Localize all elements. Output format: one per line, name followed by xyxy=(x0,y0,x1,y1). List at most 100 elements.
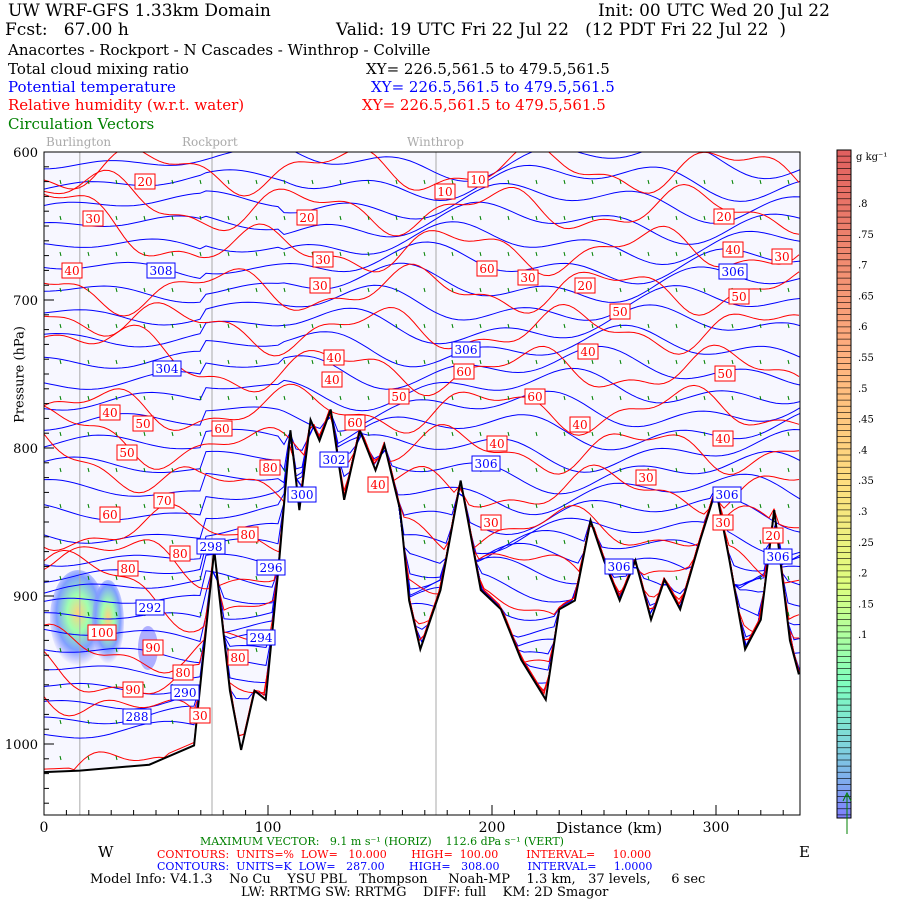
max-vector-info: MAXIMUM VECTOR: 9.1 m s⁻¹ (HORIZ) 112.6 … xyxy=(200,835,564,848)
circulation-vector xyxy=(479,395,482,401)
circulation-vector xyxy=(87,611,90,617)
circulation-vector xyxy=(423,251,426,257)
circulation-vector xyxy=(479,323,482,329)
contour-label-box xyxy=(712,430,734,447)
circulation-vector xyxy=(619,359,622,365)
circulation-vector xyxy=(255,323,258,329)
contour-label-box xyxy=(453,363,475,380)
contour-label: 298 xyxy=(200,540,223,554)
circulation-vector xyxy=(591,215,594,221)
contour-label: 300 xyxy=(291,488,314,502)
circulation-vector xyxy=(423,215,426,221)
contour-label-box xyxy=(61,262,83,279)
circulation-vector xyxy=(591,395,594,401)
circulation-vector xyxy=(507,215,510,221)
circulation-vector xyxy=(255,395,258,401)
contour-label-box xyxy=(476,260,498,277)
colorbar-label: .1 xyxy=(858,630,868,641)
circulation-vector xyxy=(227,251,230,257)
circulation-vector xyxy=(563,359,566,365)
contour-label-box xyxy=(153,492,175,509)
contour-label: 20 xyxy=(765,529,780,543)
circulation-vector xyxy=(171,575,174,581)
circulation-vector xyxy=(199,431,202,437)
circulation-vector xyxy=(283,395,286,401)
colorbar xyxy=(836,149,852,819)
circulation-vector xyxy=(535,647,538,653)
circulation-vector xyxy=(115,647,118,653)
theta-contour xyxy=(44,324,800,369)
circulation-vector xyxy=(479,503,482,509)
circulation-vector xyxy=(787,575,790,581)
contour-label-box xyxy=(712,514,734,531)
theta-contour xyxy=(44,304,800,348)
circulation-vector xyxy=(787,215,790,221)
contour-label: 90 xyxy=(145,641,160,655)
circulation-vector xyxy=(619,215,622,221)
circulation-vector xyxy=(115,323,118,329)
circulation-vector xyxy=(535,575,538,581)
circulation-vector xyxy=(227,215,230,221)
contour-label-box xyxy=(227,649,249,666)
circulation-vector xyxy=(87,539,90,545)
circulation-vector xyxy=(675,431,678,437)
circulation-vector xyxy=(59,287,62,293)
circulation-vector xyxy=(787,431,790,437)
contour-label-box xyxy=(134,173,156,190)
figure-title: UW WRF-GFS 1.33km Domain xyxy=(8,1,271,21)
circulation-vector xyxy=(535,287,538,293)
circulation-vector xyxy=(87,179,90,185)
circulation-vector xyxy=(479,359,482,365)
circulation-vector xyxy=(787,179,790,185)
circulation-vector xyxy=(255,215,258,221)
contour-label: 306 xyxy=(455,343,478,357)
circulation-vector xyxy=(703,323,706,329)
theta-contour xyxy=(44,415,800,594)
contour-label-box xyxy=(486,435,508,452)
y-tick-label: 1000 xyxy=(5,738,38,753)
circulation-vector xyxy=(143,683,146,689)
circulation-vector xyxy=(647,575,650,581)
circulation-vector xyxy=(199,287,202,293)
circulation-vector xyxy=(507,575,510,581)
field-cloud-name: Total cloud mixing ratio xyxy=(8,60,189,78)
route-label: Anacortes - Rockport - N Cascades - Wint… xyxy=(8,41,431,59)
contour-label-box xyxy=(718,263,748,280)
circulation-vector xyxy=(171,719,174,725)
circulation-vector xyxy=(227,323,230,329)
contour-label: 30 xyxy=(312,279,327,293)
contour-label-box xyxy=(434,183,456,200)
rh-contour xyxy=(44,409,800,771)
contour-label: 304 xyxy=(156,362,179,376)
y-tick-label: 800 xyxy=(13,442,38,457)
circulation-vector xyxy=(451,251,454,257)
circulation-vector xyxy=(423,503,426,509)
circulation-vector xyxy=(479,287,482,293)
circulation-vector xyxy=(647,503,650,509)
colorbar-label: .75 xyxy=(858,230,874,241)
rh-contour xyxy=(44,324,800,397)
contour-label-box xyxy=(517,269,539,286)
circulation-vector xyxy=(227,359,230,365)
east-label: E xyxy=(799,843,810,861)
circulation-vector xyxy=(339,215,342,221)
colorbar-units: g kg⁻¹ xyxy=(856,152,887,163)
circulation-vector xyxy=(339,179,342,185)
circulation-vector xyxy=(647,287,650,293)
circulation-vector xyxy=(759,287,762,293)
contour-label: 40 xyxy=(370,478,385,492)
circulation-vector xyxy=(451,215,454,221)
circulation-vector xyxy=(59,179,62,185)
circulation-vector xyxy=(423,575,426,581)
contour-label-box xyxy=(82,210,104,227)
contour-label-box xyxy=(728,288,750,305)
contour-label-box xyxy=(467,171,489,188)
contour-label-box xyxy=(237,526,259,543)
theta-contour xyxy=(44,415,800,521)
contour-label-box xyxy=(713,208,735,225)
x-tick-label: 200 xyxy=(479,820,506,836)
field-cloud-xy: XY= 226.5,561.5 to 479.5,561.5 xyxy=(366,60,610,78)
contour-label: 50 xyxy=(731,290,746,304)
contour-label: 40 xyxy=(572,418,587,432)
circulation-vector xyxy=(59,251,62,257)
